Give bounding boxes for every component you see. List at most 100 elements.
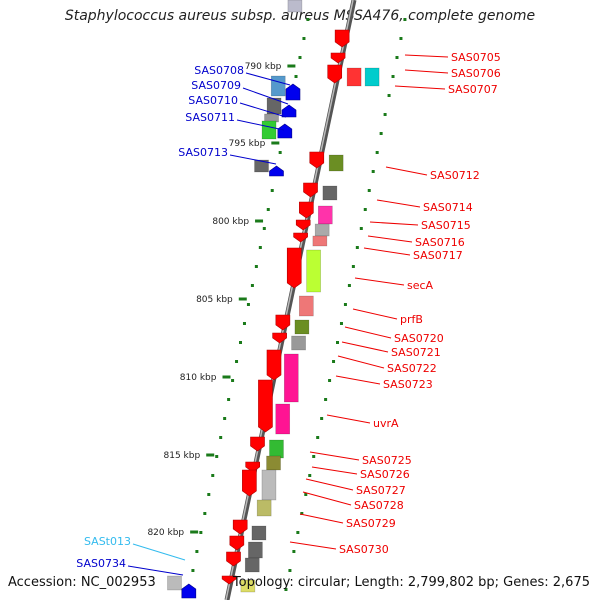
outer-dotted-ring (316, 436, 320, 439)
forward-category-box (266, 455, 281, 471)
outer-dotted-ring (332, 360, 336, 363)
gene-label-leader (132, 543, 186, 561)
forward-category-box (299, 295, 314, 317)
forward-gene-arrow (295, 219, 311, 231)
forward-gene-arrow (286, 247, 302, 289)
outer-dotted-ring (371, 170, 375, 173)
outer-dotted-ring (320, 417, 324, 420)
forward-gene-arrow (242, 469, 257, 497)
gene-label-leader (127, 565, 184, 576)
outer-dotted-ring (355, 246, 359, 249)
forward-category-box (318, 205, 333, 225)
outer-dotted-ring (403, 18, 407, 21)
inner-dotted-ring (246, 303, 250, 306)
gene-label: SAS0717 (413, 249, 463, 262)
outer-dotted-ring (343, 303, 347, 306)
reverse-category-box (254, 159, 269, 173)
gene-label: secA (407, 279, 434, 292)
reverse-category-box (261, 120, 277, 140)
genome-title: Staphylococcus aureus subsp. aureus MSSA… (64, 8, 536, 24)
scale-tick-label: 795 kbp (229, 139, 266, 149)
gene-label: SAS0722 (387, 362, 437, 375)
gene-label-leader (305, 478, 354, 491)
gene-label-leader (404, 54, 449, 58)
gene-label-leader (309, 451, 360, 461)
gene-label-leader (311, 466, 358, 475)
forward-gene-arrow (221, 575, 237, 585)
gene-label-leader (326, 414, 371, 424)
rna-category-box (364, 67, 380, 87)
gene-label: SAS0712 (430, 169, 480, 182)
gene-label: SAS0710 (188, 94, 238, 107)
outer-dotted-ring (375, 151, 379, 154)
reverse-gene-arrow (181, 583, 197, 599)
forward-gene-arrow (266, 349, 282, 381)
inner-dotted-ring (306, 18, 310, 21)
gene-label-leader (245, 72, 291, 86)
outer-dotted-ring (359, 227, 363, 230)
gene-label-leader (289, 541, 337, 550)
outer-dotted-ring (328, 379, 332, 382)
gene-label: SAS0725 (362, 454, 412, 467)
reverse-category-box (270, 75, 286, 97)
gene-label: SAS0713 (178, 146, 228, 159)
outer-dotted-ring (399, 37, 403, 40)
forward-gene-arrow (232, 519, 248, 535)
inner-dotted-ring (294, 75, 298, 78)
scale-tick-label: 800 kbp (212, 217, 249, 227)
forward-category-box (240, 579, 256, 593)
outer-dotted-ring (300, 512, 304, 515)
forward-category-box (275, 403, 291, 435)
outer-dotted-ring (339, 322, 343, 325)
gene-label: SAS0709 (191, 79, 241, 92)
gene-label: SAS0708 (194, 64, 244, 77)
gene-label-leader (363, 247, 411, 256)
forward-category-box (244, 557, 260, 573)
forward-gene-arrow (327, 64, 343, 84)
genome-stats: Topology: circular; Length: 2,799,802 bp… (232, 575, 590, 590)
outer-dotted-ring (288, 569, 292, 572)
forward-category-box (328, 154, 344, 172)
forward-category-box (283, 353, 299, 403)
forward-category-box (269, 439, 284, 459)
gene-label-leader (341, 341, 389, 353)
gene-label-leader (369, 221, 419, 226)
inner-dotted-ring (270, 189, 274, 192)
gene-label: SAS0734 (76, 557, 126, 570)
gene-label: SAS0728 (354, 499, 404, 512)
gene-label-leader (352, 308, 398, 320)
gene-label-leader (337, 355, 385, 369)
inner-dotted-ring (266, 208, 270, 211)
reverse-gene-arrow (285, 83, 301, 101)
outer-dotted-ring (296, 531, 300, 534)
forward-category-box (294, 319, 310, 335)
reverse-gene-arrow (277, 123, 293, 139)
outer-dotted-ring (363, 208, 367, 211)
outer-dotted-ring (304, 493, 308, 496)
gene-label-leader (394, 85, 446, 90)
forward-category-box (256, 499, 272, 517)
gene-label-leader (354, 277, 405, 286)
forward-category-box (314, 223, 330, 237)
gene-label-leader (299, 513, 344, 524)
inner-dotted-ring (195, 550, 199, 553)
gene-label: SAS0707 (448, 83, 498, 96)
outer-dotted-ring (383, 113, 387, 116)
forward-gene-arrow (245, 461, 261, 473)
gene-label: SAS0729 (346, 517, 396, 530)
forward-gene-arrow (226, 551, 241, 567)
outer-dotted-ring (391, 75, 395, 78)
gene-label-leader (239, 102, 287, 118)
gene-label: SAS0706 (451, 67, 501, 80)
forward-gene-arrow (293, 232, 308, 243)
gene-label-leader (335, 375, 381, 385)
inner-dotted-ring (235, 360, 239, 363)
forward-category-box (322, 185, 338, 201)
gene-label-leader (404, 69, 449, 74)
forward-category-box (306, 249, 321, 293)
gene-label-leader (236, 119, 285, 131)
inner-dotted-ring (215, 455, 219, 458)
inner-dotted-ring (223, 417, 227, 420)
gene-label: SASt013 (84, 535, 131, 548)
